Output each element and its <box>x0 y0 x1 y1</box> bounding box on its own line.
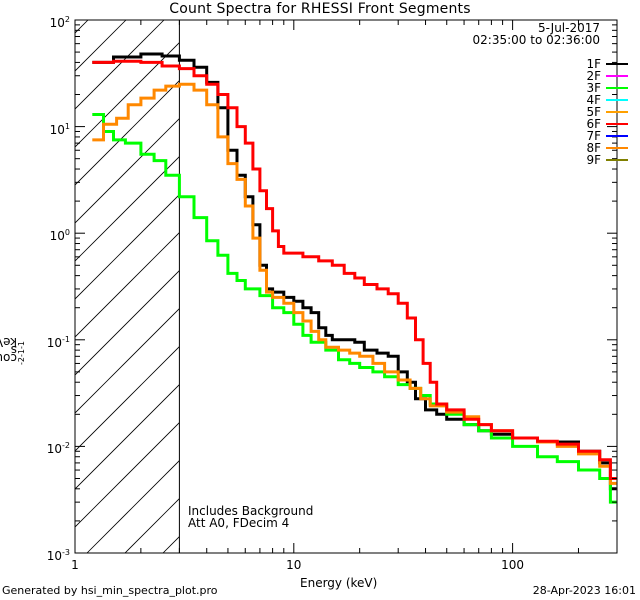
y-tick-base: 10 <box>46 335 63 350</box>
hatch-line <box>75 80 180 186</box>
y-tick-exponent: 1 <box>64 121 70 131</box>
x-tick-label: 10 <box>286 558 302 572</box>
legend-label: 8F <box>586 141 601 155</box>
y-tick-label: 102 <box>50 13 70 30</box>
hatch-line <box>75 270 180 376</box>
hatch-line <box>86 460 180 553</box>
legend-swatch <box>606 87 628 89</box>
legend-swatch <box>606 63 628 65</box>
hatch-line <box>75 156 180 262</box>
annotation-attenuator: Att A0, FDecim 4 <box>188 516 290 530</box>
x-axis-label: Energy (keV) <box>300 576 378 590</box>
annotation-background: Includes Background <box>188 504 314 518</box>
legend-entry: 6F <box>478 117 628 131</box>
hatch-line <box>75 422 180 528</box>
legend-swatch <box>606 159 628 161</box>
legend-label: 1F <box>586 57 601 71</box>
y-tick-exponent: -1 <box>62 334 70 344</box>
footer-timestamp: 28-Apr-2023 16:01 <box>532 584 636 597</box>
legend-swatch <box>606 135 628 137</box>
hatch-line <box>75 42 180 148</box>
hatch-line <box>75 346 180 452</box>
series-3F <box>92 113 617 504</box>
legend-label: 7F <box>586 129 601 143</box>
y-tick-label: 10-3 <box>47 546 70 563</box>
legend-label: 2F <box>586 69 601 83</box>
legend-entry: 7F <box>478 129 628 143</box>
ylabel-exp-3: -1 <box>17 341 26 350</box>
y-tick-base: 10 <box>49 229 65 244</box>
y-tick-exponent: -3 <box>62 548 70 557</box>
legend-entry: 3F <box>478 81 628 95</box>
series-layer <box>92 52 617 504</box>
footer-generated-by: Generated by hsi_min_spectra_plot.pro <box>2 584 218 597</box>
y-tick-base: 10 <box>46 549 63 563</box>
y-tick-label: 100 <box>50 226 70 243</box>
ylabel-exp-2: -1 <box>17 349 26 358</box>
legend-entry: 4F <box>478 93 628 107</box>
legend-entry: 8F <box>478 141 628 155</box>
series-6F <box>92 59 617 480</box>
legend-label: 5F <box>586 105 601 119</box>
hatch-line <box>75 232 180 338</box>
legend-swatch <box>606 99 628 101</box>
time-range-label: 02:35:00 to 02:36:00 <box>472 33 600 47</box>
legend-entry: 9F <box>478 153 628 167</box>
hatch-line <box>75 384 180 490</box>
date-label: 5-Jul-2017 <box>538 21 600 35</box>
hatch-line <box>75 20 127 72</box>
hatch-line <box>75 308 180 414</box>
legend-swatch <box>606 75 628 77</box>
legend-entry: 1F <box>478 57 628 71</box>
plot-frame <box>74 19 618 554</box>
y-tick-label: 101 <box>50 120 70 137</box>
x-tick-label: 1 <box>71 558 79 572</box>
legend-entry: 5F <box>478 105 628 119</box>
legend-swatch <box>606 147 628 149</box>
legend-swatch <box>606 123 628 125</box>
hatch-line <box>75 194 180 300</box>
legend-entry: 2F <box>478 69 628 83</box>
chart-title: Count Spectra for RHESSI Front Segments <box>169 1 471 17</box>
y-tick-label: 10-1 <box>47 333 70 350</box>
ylabel-part-e: keV <box>0 335 17 350</box>
y-tick-base: 10 <box>49 16 65 30</box>
legend-label: 6F <box>586 117 601 131</box>
legend: 1F 2F 3F 4F 5F 6F 7F 8F 9F <box>478 57 628 167</box>
y-tick-exponent: 2 <box>64 15 70 24</box>
ylabel-exp-1: -2 <box>17 357 26 365</box>
hatch-line <box>75 118 180 224</box>
x-tick-label: 100 <box>501 558 525 572</box>
y-tick-label: 10-2 <box>47 439 70 456</box>
y-tick-exponent: 0 <box>64 228 70 238</box>
legend-swatch <box>606 111 628 113</box>
legend-label: 9F <box>586 153 601 167</box>
legend-label: 4F <box>586 93 601 107</box>
y-tick-exponent: -2 <box>62 441 70 451</box>
y-tick-base: 10 <box>49 122 65 137</box>
legend-label: 3F <box>586 81 601 95</box>
y-tick-base: 10 <box>46 442 63 457</box>
